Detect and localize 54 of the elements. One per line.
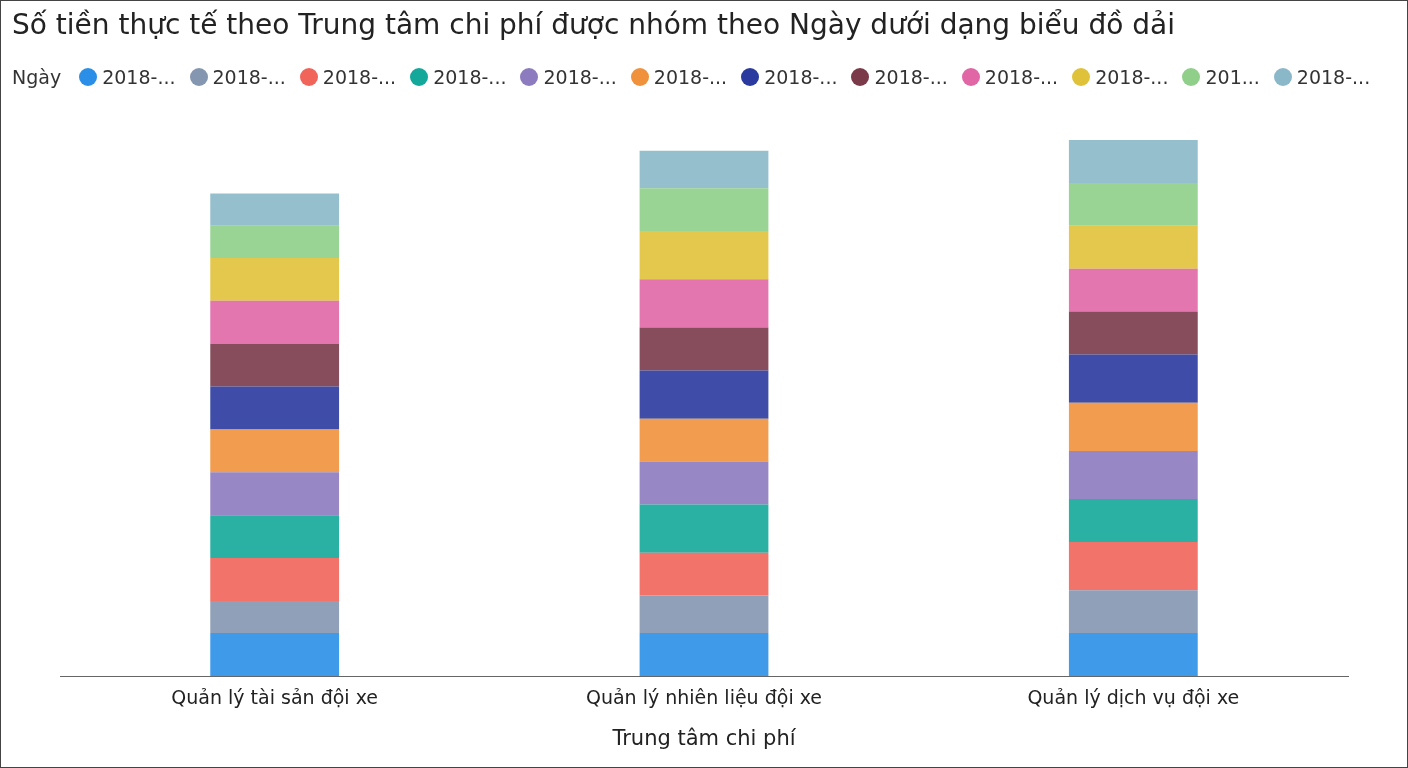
bar: [210, 600, 340, 634]
bar: [639, 552, 769, 596]
bar: [639, 279, 769, 328]
legend-label: 2018-...: [1296, 66, 1371, 88]
bar: [639, 504, 769, 553]
bar: [639, 188, 769, 232]
bar: [639, 595, 769, 634]
legend-label: 2018-...: [874, 66, 948, 88]
legend-label: 2018-...: [1095, 66, 1169, 88]
bar: [1068, 590, 1198, 634]
legend-label: 2018-...: [543, 66, 617, 88]
legend-label: 2018-...: [764, 66, 838, 88]
bar: [639, 327, 769, 371]
bar: [639, 231, 769, 280]
bar: [210, 633, 340, 676]
legend-title: Ngày: [12, 66, 62, 88]
legend-label: 2018-...: [102, 66, 176, 88]
bar: [639, 370, 769, 419]
bar: [210, 515, 340, 559]
bar: [1068, 542, 1198, 591]
bar: [1068, 499, 1198, 542]
bar: [1068, 402, 1198, 451]
legend-label: 2018-...: [433, 66, 507, 88]
bar: [210, 429, 340, 473]
bar: [210, 257, 340, 301]
bar: [1068, 268, 1198, 312]
bar: [210, 193, 340, 226]
x-tick-label: Quản lý nhiên liệu đội xe: [585, 686, 823, 709]
bar: [210, 225, 340, 258]
bar: [639, 633, 769, 676]
bar: [639, 150, 769, 189]
bar: [1068, 182, 1198, 226]
bar: [1068, 311, 1198, 355]
bar: [1068, 225, 1198, 269]
bar: [1068, 354, 1198, 403]
bar: [1068, 140, 1198, 183]
x-tick-label: Quản lý tài sản đội xe: [171, 686, 378, 709]
bar: [210, 558, 340, 601]
legend-label: 201...: [1205, 66, 1260, 88]
bar: [210, 343, 340, 387]
legend-label: 2018-...: [212, 66, 286, 88]
x-axis-title: Trung tâm chi phí: [611, 725, 797, 750]
bar: [1068, 633, 1198, 676]
bar: [639, 461, 769, 505]
bar: [210, 300, 340, 344]
x-tick-label: Quản lý dịch vụ đội xe: [1027, 686, 1240, 709]
legend-label: 2018-...: [322, 66, 397, 88]
chart-title: Số tiền thực tế theo Trung tâm chi phí được nhóm theo Ngày dưới dạng biểu đồ dải: [12, 8, 1175, 41]
legend-label: 2018-...: [984, 66, 1059, 88]
bar: [210, 472, 340, 516]
bar: [1068, 450, 1198, 500]
bar: [210, 386, 340, 430]
legend-label: 2018-...: [653, 66, 728, 88]
bar: [639, 418, 769, 462]
